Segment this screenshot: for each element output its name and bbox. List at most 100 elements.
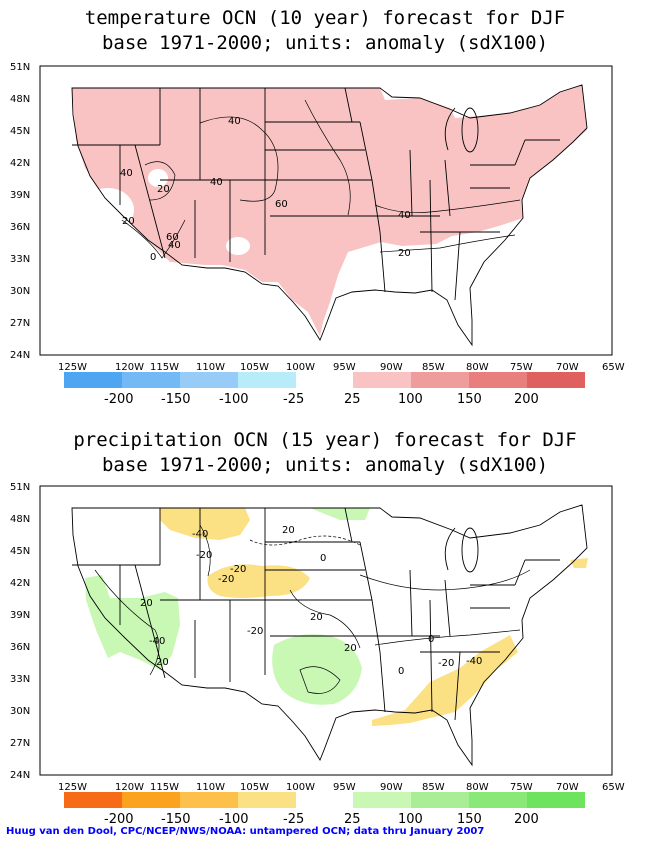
precipitation-map: -40 -20 20 -20 0 -20 20 -40 -20 20 20 0 … <box>10 482 625 827</box>
precipitation-title-line2: base 1971-2000; units: anomaly (sdX100) <box>101 454 549 476</box>
precipitation-contour-label: 20 <box>156 657 169 668</box>
temperature-contour-label: 40 <box>120 168 133 179</box>
lat-label: 33N <box>10 254 30 265</box>
temperature-lat-axis: 51N 48N 45N 42N 39N 36N 33N 30N 27N 24N <box>10 62 30 361</box>
precipitation-contour-label: 0 <box>320 553 326 564</box>
temperature-lon-axis: 125W 120W 115W 110W 105W 100W 95W 90W 85… <box>58 362 625 373</box>
temperature-contour-label: 20 <box>398 248 411 259</box>
precipitation-contours <box>94 524 531 694</box>
colorbar-label: -25 <box>283 392 304 407</box>
precipitation-map-frame <box>39 485 613 776</box>
lat-label: 27N <box>10 318 30 329</box>
colorbar-label: 200 <box>514 812 539 827</box>
precipitation-title-line1: precipitation OCN (15 year) forecast for… <box>73 429 577 451</box>
lat-label: 30N <box>10 286 30 297</box>
credit-line: Huug van den Dool, CPC/NCEP/NWS/NOAA: un… <box>6 826 485 837</box>
colorbar-swatch <box>64 792 122 808</box>
colorbar-label: 100 <box>398 812 423 827</box>
colorbar-swatch <box>238 792 296 808</box>
colorbar-swatch <box>469 792 527 808</box>
temperature-anomaly-shading <box>72 85 587 336</box>
precipitation-contour-label: -20 <box>438 658 454 669</box>
precipitation-us-boundaries <box>71 504 588 767</box>
colorbar-swatch <box>527 372 585 388</box>
lat-label: 33N <box>10 674 30 685</box>
colorbar-swatch <box>353 792 411 808</box>
precipitation-lat-axis: 51N 48N 45N 42N 39N 36N 33N 30N 27N 24N <box>10 482 30 781</box>
precipitation-contour-label: -20 <box>196 550 212 561</box>
lon-label: 95W <box>333 782 356 793</box>
temperature-contour-label: 40 <box>398 210 411 221</box>
precipitation-contour-label: -40 <box>192 529 208 540</box>
lon-label: 95W <box>333 362 356 373</box>
precipitation-contour-label: -40 <box>466 656 482 667</box>
temperature-title-line2: base 1971-2000; units: anomaly (sdX100) <box>101 32 549 54</box>
lon-label: 120W <box>115 782 144 793</box>
precipitation-contour-label: -40 <box>149 636 165 647</box>
temperature-contour-label: 20 <box>122 216 135 227</box>
lat-label: 48N <box>10 94 30 105</box>
colorbar-swatch <box>469 372 527 388</box>
colorbar-swatch <box>411 792 469 808</box>
lon-label: 65W <box>602 782 625 793</box>
colorbar-label: -200 <box>104 812 134 827</box>
precipitation-contour-label: -20 <box>218 574 234 585</box>
lon-label: 105W <box>240 782 269 793</box>
temperature-map: 40 40 20 40 60 20 60 40 0 40 20 51N 48N … <box>10 62 625 407</box>
colorbar-swatch <box>180 372 238 388</box>
precipitation-contour-label: 0 <box>428 634 434 645</box>
colorbar-label: -100 <box>219 392 249 407</box>
temperature-colorbar: -200 -150 -100 -25 25 100 150 200 <box>64 372 585 407</box>
colorbar-swatch <box>64 372 122 388</box>
lat-label: 27N <box>10 738 30 749</box>
lon-label: 80W <box>466 362 489 373</box>
precipitation-contour-label: -20 <box>247 626 263 637</box>
lon-label: 105W <box>240 362 269 373</box>
colorbar-swatch <box>238 372 296 388</box>
lat-label: 39N <box>10 610 30 621</box>
colorbar-swatch <box>180 792 238 808</box>
precipitation-contour-label: 20 <box>344 643 357 654</box>
lon-label: 75W <box>510 362 533 373</box>
colorbar-label: 150 <box>457 812 482 827</box>
lon-label: 125W <box>58 782 87 793</box>
precipitation-contour-label: 0 <box>398 666 404 677</box>
lon-label: 120W <box>115 362 144 373</box>
temperature-map-frame <box>39 65 613 356</box>
colorbar-swatch <box>122 792 180 808</box>
colorbar-label: 150 <box>457 392 482 407</box>
lat-label: 39N <box>10 190 30 201</box>
lon-label: 70W <box>556 362 579 373</box>
precipitation-contour-label: 20 <box>140 598 153 609</box>
lon-label: 75W <box>510 782 533 793</box>
temperature-contour-label: 40 <box>228 116 241 127</box>
colorbar-label: -150 <box>161 812 191 827</box>
precipitation-contour-label: 20 <box>310 612 323 623</box>
colorbar-label: -100 <box>219 812 249 827</box>
lon-label: 80W <box>466 782 489 793</box>
colorbar-label: 100 <box>398 392 423 407</box>
precipitation-colorbar: -200 -150 -100 -25 25 100 150 200 <box>64 792 585 827</box>
colorbar-label: -200 <box>104 392 134 407</box>
lat-label: 24N <box>10 350 30 361</box>
lon-label: 110W <box>196 362 225 373</box>
temperature-contour-label: 40 <box>168 240 181 251</box>
colorbar-label: 25 <box>344 392 361 407</box>
precipitation-anomaly-shading <box>85 508 588 726</box>
colorbar-swatch <box>353 372 411 388</box>
temperature-contour-label: 0 <box>150 252 156 263</box>
lat-label: 24N <box>10 770 30 781</box>
temperature-contour-label: 60 <box>275 199 288 210</box>
precipitation-contour-label: -20 <box>230 564 246 575</box>
lat-label: 42N <box>10 578 30 589</box>
lon-label: 90W <box>380 362 403 373</box>
lon-label: 115W <box>150 362 179 373</box>
lon-label: 125W <box>58 362 87 373</box>
lon-label: 115W <box>150 782 179 793</box>
lon-label: 100W <box>286 362 315 373</box>
colorbar-label: -150 <box>161 392 191 407</box>
colorbar-swatch <box>527 792 585 808</box>
lat-label: 51N <box>10 62 30 73</box>
lat-label: 30N <box>10 706 30 717</box>
lat-label: 48N <box>10 514 30 525</box>
